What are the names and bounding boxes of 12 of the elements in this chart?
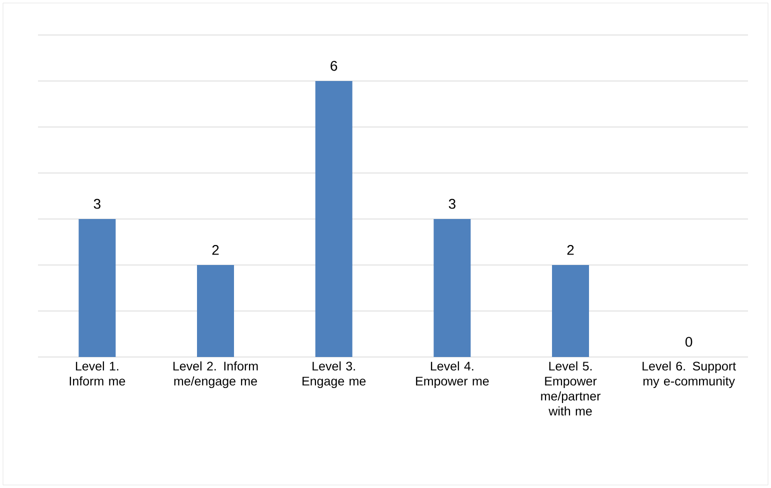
x-tick-label: Level 2. Inform me/engage me <box>173 361 258 388</box>
x-tick-label: Level 1. Inform me <box>70 361 126 386</box>
x-tick-label: Level 3. Engage me <box>302 361 366 388</box>
x-tick-label: Level 5. Empower me/partner with me <box>541 361 601 416</box>
data-label: 2 <box>567 245 574 255</box>
data-label: 3 <box>94 198 100 209</box>
data-label: 0 <box>685 336 692 347</box>
x-tick-label: Level 4. Empower me <box>416 361 489 388</box>
data-label: 2 <box>212 245 219 255</box>
data-label: 6 <box>330 60 338 71</box>
x-tick-label: Level 6. Support my e-community <box>642 361 736 388</box>
data-label: 3 <box>448 198 456 209</box>
